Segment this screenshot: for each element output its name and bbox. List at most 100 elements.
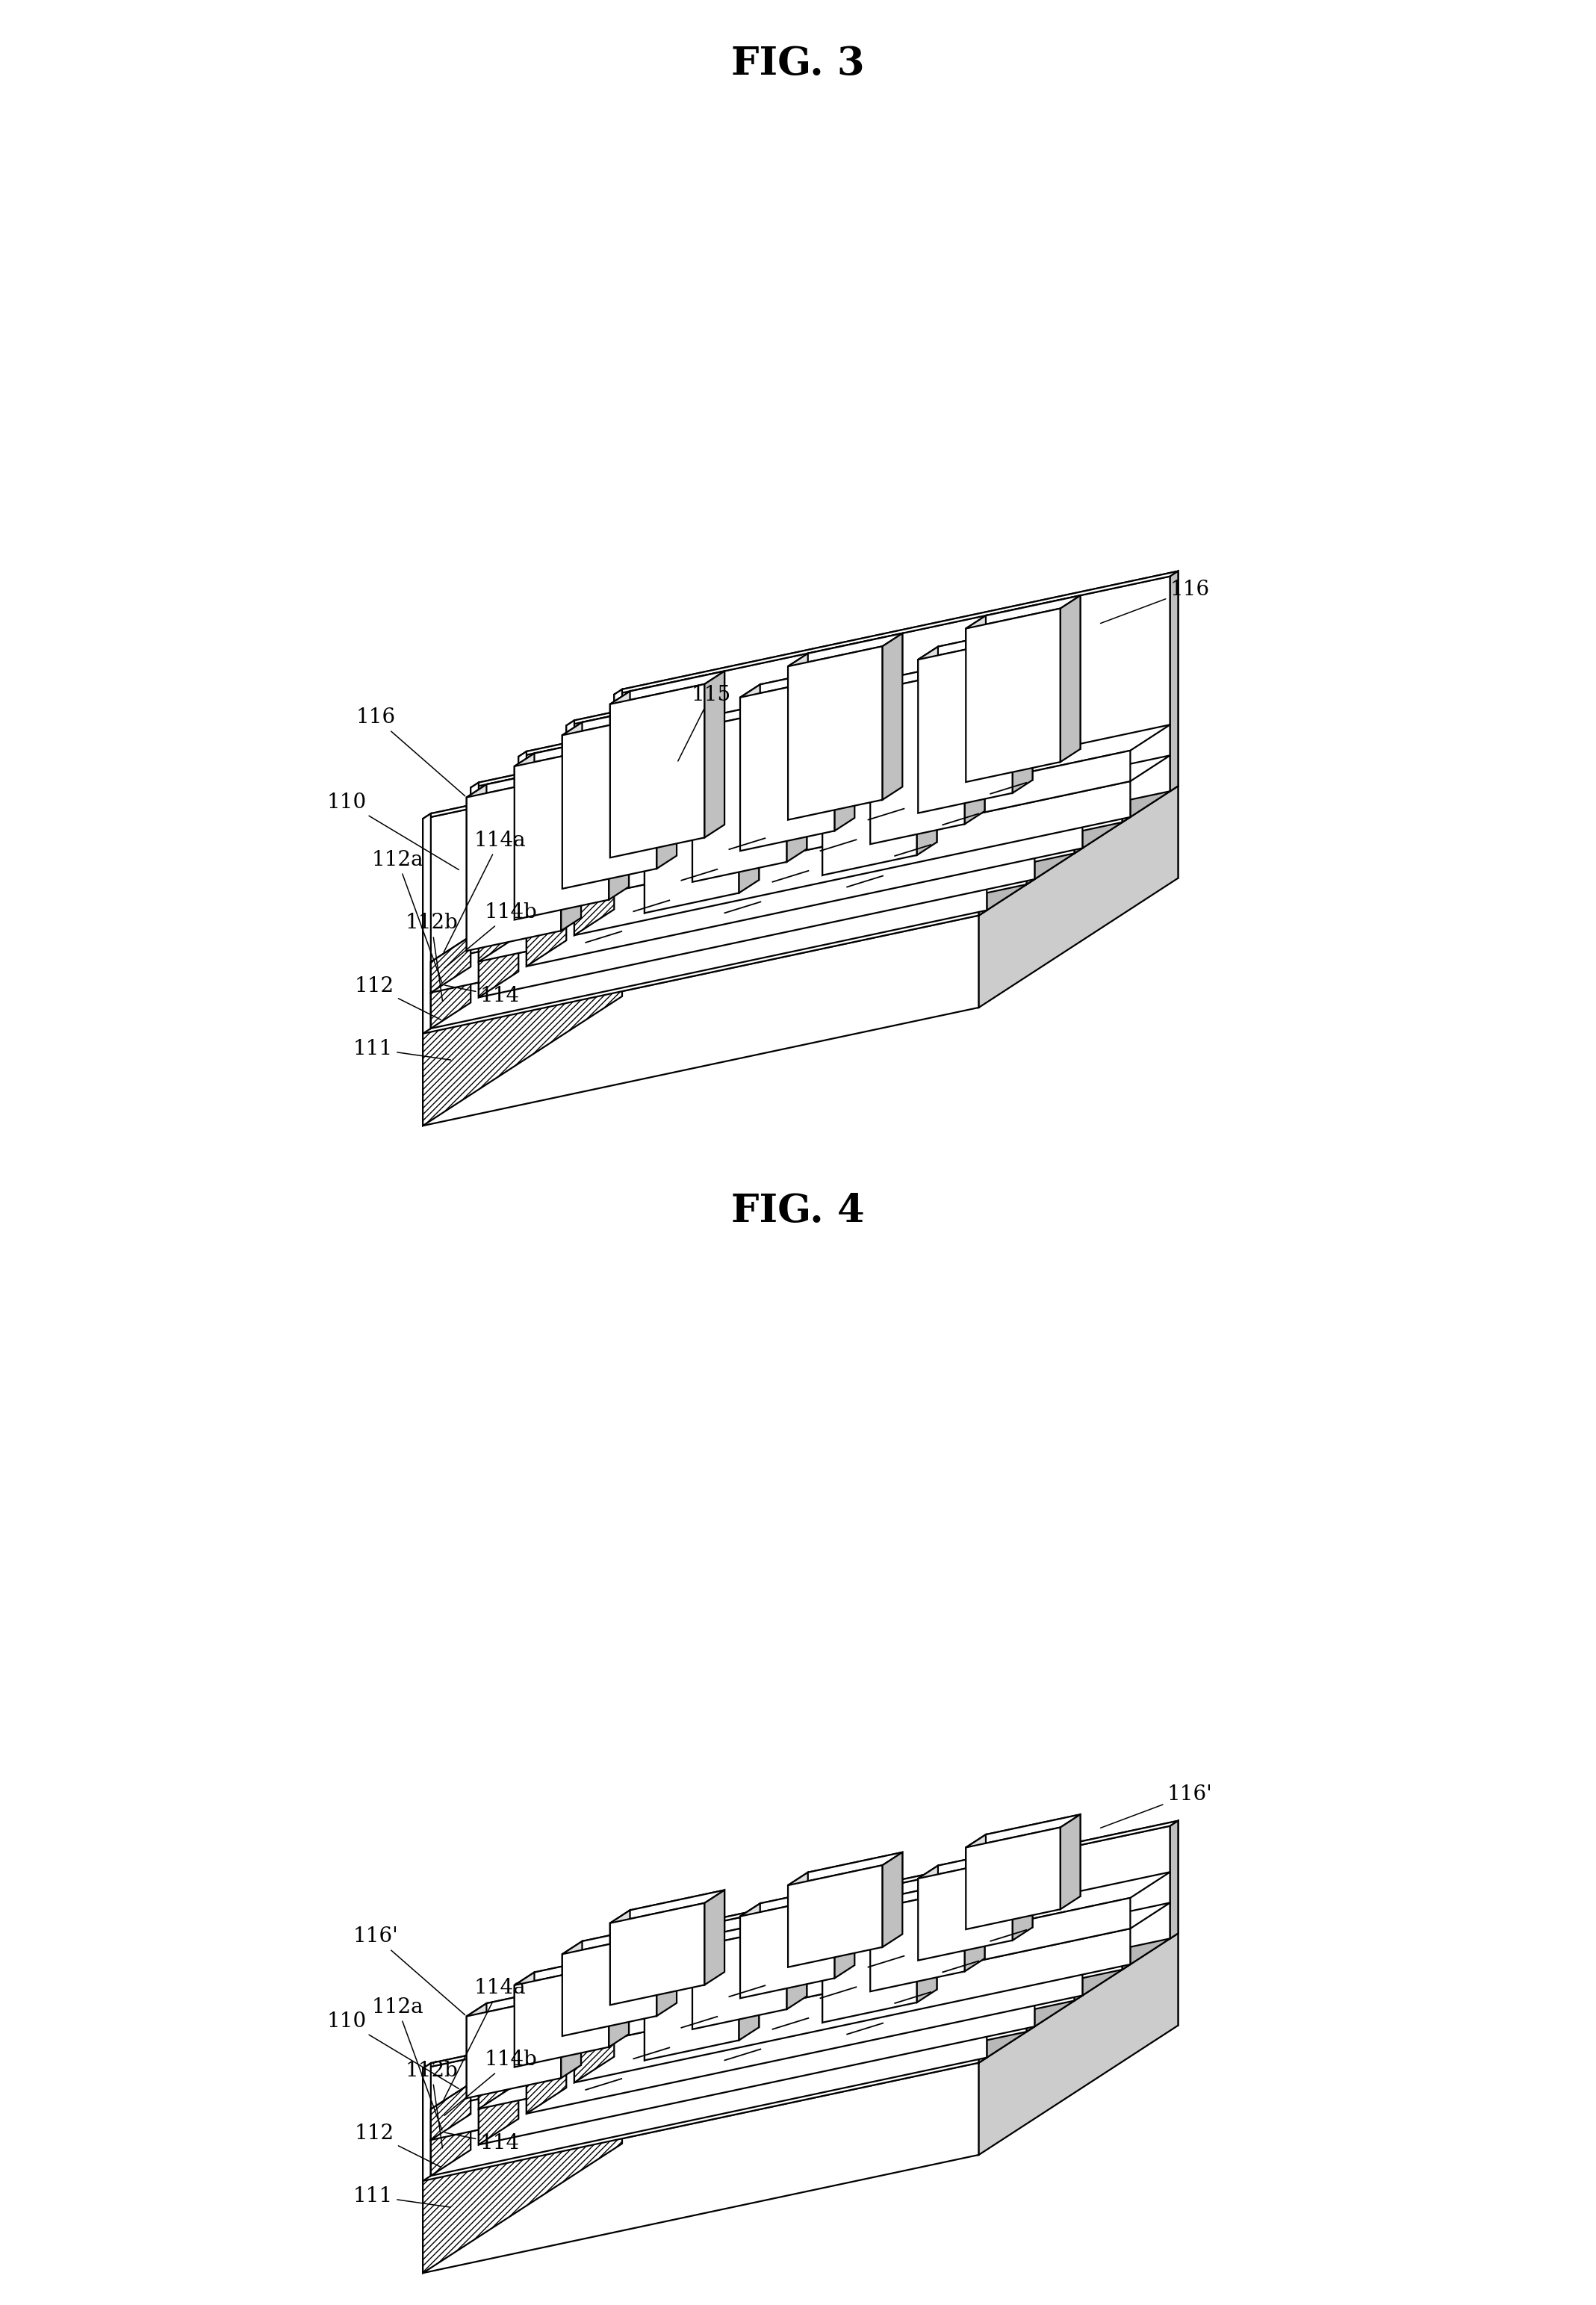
Polygon shape (883, 1853, 902, 1948)
Polygon shape (938, 627, 1033, 800)
Polygon shape (610, 1952, 629, 2047)
Polygon shape (562, 715, 658, 890)
Polygon shape (567, 1851, 1130, 1975)
Polygon shape (891, 1876, 985, 1978)
Polygon shape (918, 1858, 1012, 1959)
Polygon shape (527, 1904, 1122, 2047)
Polygon shape (630, 1890, 725, 1992)
Polygon shape (835, 664, 854, 830)
Polygon shape (431, 2084, 471, 2139)
Polygon shape (431, 2021, 986, 2176)
Polygon shape (978, 1934, 1178, 2155)
Polygon shape (645, 1966, 664, 2061)
Polygon shape (966, 1835, 986, 1929)
Polygon shape (431, 696, 986, 1028)
Polygon shape (891, 657, 985, 832)
Polygon shape (966, 595, 1080, 629)
Polygon shape (822, 689, 937, 721)
Polygon shape (843, 689, 937, 862)
Polygon shape (575, 724, 1170, 869)
Polygon shape (479, 1992, 1034, 2144)
Text: 112a: 112a (372, 851, 442, 982)
Polygon shape (567, 602, 1130, 726)
Polygon shape (479, 818, 1074, 961)
Polygon shape (664, 726, 760, 899)
Polygon shape (466, 765, 581, 798)
Polygon shape (1074, 634, 1082, 853)
Polygon shape (423, 1945, 986, 2068)
Polygon shape (575, 1902, 1170, 2047)
Polygon shape (466, 777, 562, 952)
Polygon shape (741, 1883, 854, 1915)
Polygon shape (423, 814, 431, 1033)
Polygon shape (964, 657, 985, 825)
Polygon shape (645, 740, 739, 913)
Polygon shape (870, 678, 891, 844)
Polygon shape (562, 1920, 677, 1955)
Polygon shape (519, 638, 1074, 970)
Polygon shape (575, 756, 1170, 899)
Polygon shape (986, 595, 1080, 770)
Polygon shape (645, 1945, 760, 1978)
Polygon shape (610, 1890, 725, 1922)
Polygon shape (479, 786, 1074, 931)
Polygon shape (471, 664, 1034, 788)
Polygon shape (822, 1909, 937, 1941)
Polygon shape (645, 747, 664, 913)
Polygon shape (870, 1890, 964, 1992)
Polygon shape (918, 627, 1033, 659)
Text: 114a: 114a (444, 830, 525, 952)
Text: 116': 116' (1101, 1784, 1213, 1828)
Polygon shape (562, 765, 581, 931)
Polygon shape (431, 1996, 1026, 2139)
Polygon shape (918, 1909, 937, 2003)
Polygon shape (741, 664, 854, 698)
Polygon shape (622, 1934, 1178, 2144)
Polygon shape (479, 844, 1034, 998)
Polygon shape (527, 904, 567, 966)
Polygon shape (575, 874, 614, 936)
Polygon shape (471, 1920, 1026, 2151)
Polygon shape (479, 1913, 1034, 2144)
Polygon shape (788, 634, 902, 666)
Polygon shape (645, 726, 760, 761)
Text: 112: 112 (354, 2123, 440, 2167)
Polygon shape (519, 2001, 527, 2118)
Polygon shape (610, 1904, 704, 2005)
Polygon shape (693, 696, 806, 728)
Polygon shape (527, 1883, 1082, 2114)
Polygon shape (788, 1865, 883, 1966)
Text: 114a: 114a (444, 1978, 525, 2100)
Polygon shape (562, 703, 677, 735)
Polygon shape (658, 703, 677, 869)
Polygon shape (760, 664, 854, 839)
Polygon shape (1026, 1913, 1034, 2031)
Polygon shape (527, 786, 1122, 931)
Polygon shape (466, 2003, 487, 2098)
Polygon shape (1060, 595, 1080, 763)
Polygon shape (431, 2114, 471, 2176)
Text: 111: 111 (353, 2185, 450, 2208)
Text: 115: 115 (678, 685, 731, 761)
Polygon shape (423, 1950, 978, 2181)
Polygon shape (964, 1876, 985, 1971)
Polygon shape (583, 1920, 677, 2024)
Polygon shape (423, 701, 978, 1033)
Text: 112b: 112b (405, 913, 458, 1000)
Polygon shape (471, 781, 479, 1003)
Polygon shape (1060, 1814, 1080, 1909)
Polygon shape (535, 733, 629, 906)
Polygon shape (693, 1915, 806, 1948)
Polygon shape (423, 904, 622, 1125)
Polygon shape (978, 1821, 1178, 2063)
Polygon shape (514, 1973, 535, 2068)
Polygon shape (479, 2084, 519, 2144)
Text: 114b: 114b (444, 2049, 538, 2116)
Polygon shape (693, 1927, 787, 2028)
Polygon shape (575, 844, 614, 899)
Polygon shape (514, 747, 610, 920)
Polygon shape (423, 696, 986, 818)
Polygon shape (808, 1853, 902, 1955)
Polygon shape (431, 818, 1026, 961)
Polygon shape (431, 874, 986, 1028)
